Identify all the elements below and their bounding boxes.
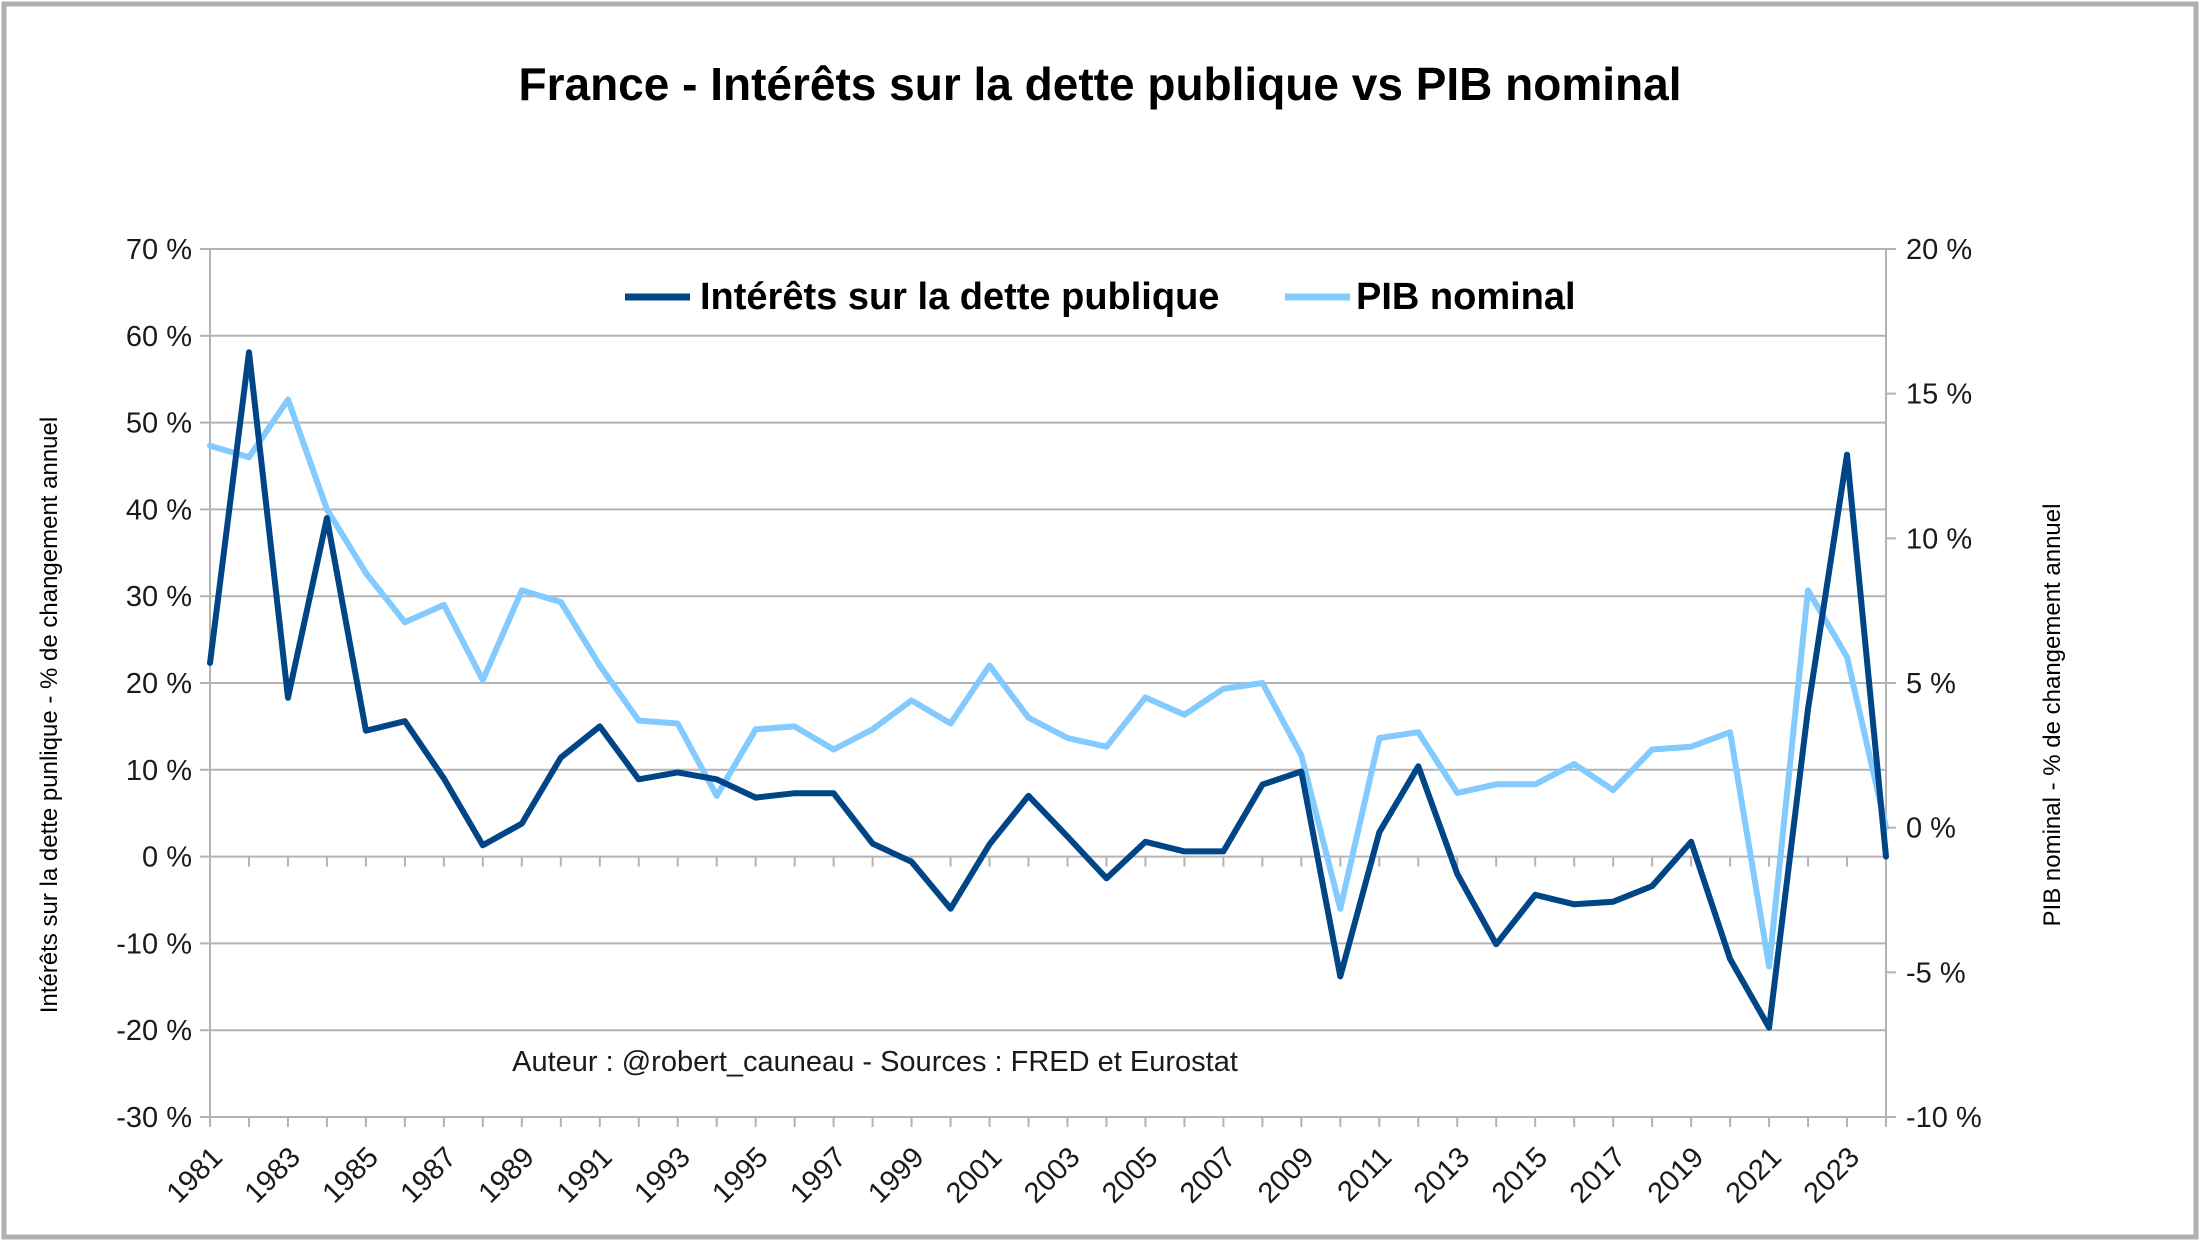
- y-left-tick-label: 20 %: [126, 668, 192, 700]
- y-left-tick-label: 40 %: [126, 494, 192, 526]
- legend-label-pib: PIB nominal: [1356, 276, 1576, 318]
- y-right-tick-label: 5 %: [1906, 668, 1956, 700]
- y-left-tick-label: -20 %: [116, 1015, 192, 1047]
- y-left-tick-label: -10 %: [116, 928, 192, 960]
- y-axis-right-label: PIB nominal - % de changement annuel: [2039, 504, 2066, 927]
- series-line-pib: [207, 396, 1889, 970]
- source-annotation: Auteur : @robert_cauneau - Sources : FRE…: [512, 1046, 1238, 1078]
- legend: Intérêts sur la dette publique PIB nomin…: [625, 276, 1576, 318]
- y-left-tick-label: 60 %: [126, 321, 192, 353]
- series-line-interets: [207, 349, 1889, 1031]
- series-lines: [207, 349, 1889, 1031]
- legend-label-interets: Intérêts sur la dette publique: [700, 276, 1219, 318]
- y-left-tick-label: -30 %: [116, 1102, 192, 1134]
- y-right-tick-label: 0 %: [1906, 813, 1956, 845]
- y-axis-left-label: Intérêts sur la dette punlique - % de ch…: [36, 417, 63, 1013]
- y-left-tick-label: 70 %: [126, 234, 192, 266]
- y-left-tick-label: 0 %: [142, 842, 192, 874]
- y-right-tick-label: 20 %: [1906, 234, 1972, 266]
- y-right-tick-label: 10 %: [1906, 523, 1972, 555]
- y-right-tick-label: -10 %: [1906, 1102, 1982, 1134]
- y-right-tick-label: -5 %: [1906, 957, 1966, 989]
- y-left-tick-label: 30 %: [126, 581, 192, 613]
- chart-title: France - Intérêts sur la dette publique …: [518, 58, 1681, 110]
- y-left-tick-label: 10 %: [126, 755, 192, 787]
- y-right-tick-label: 15 %: [1906, 379, 1972, 411]
- y-left-tick-label: 50 %: [126, 408, 192, 440]
